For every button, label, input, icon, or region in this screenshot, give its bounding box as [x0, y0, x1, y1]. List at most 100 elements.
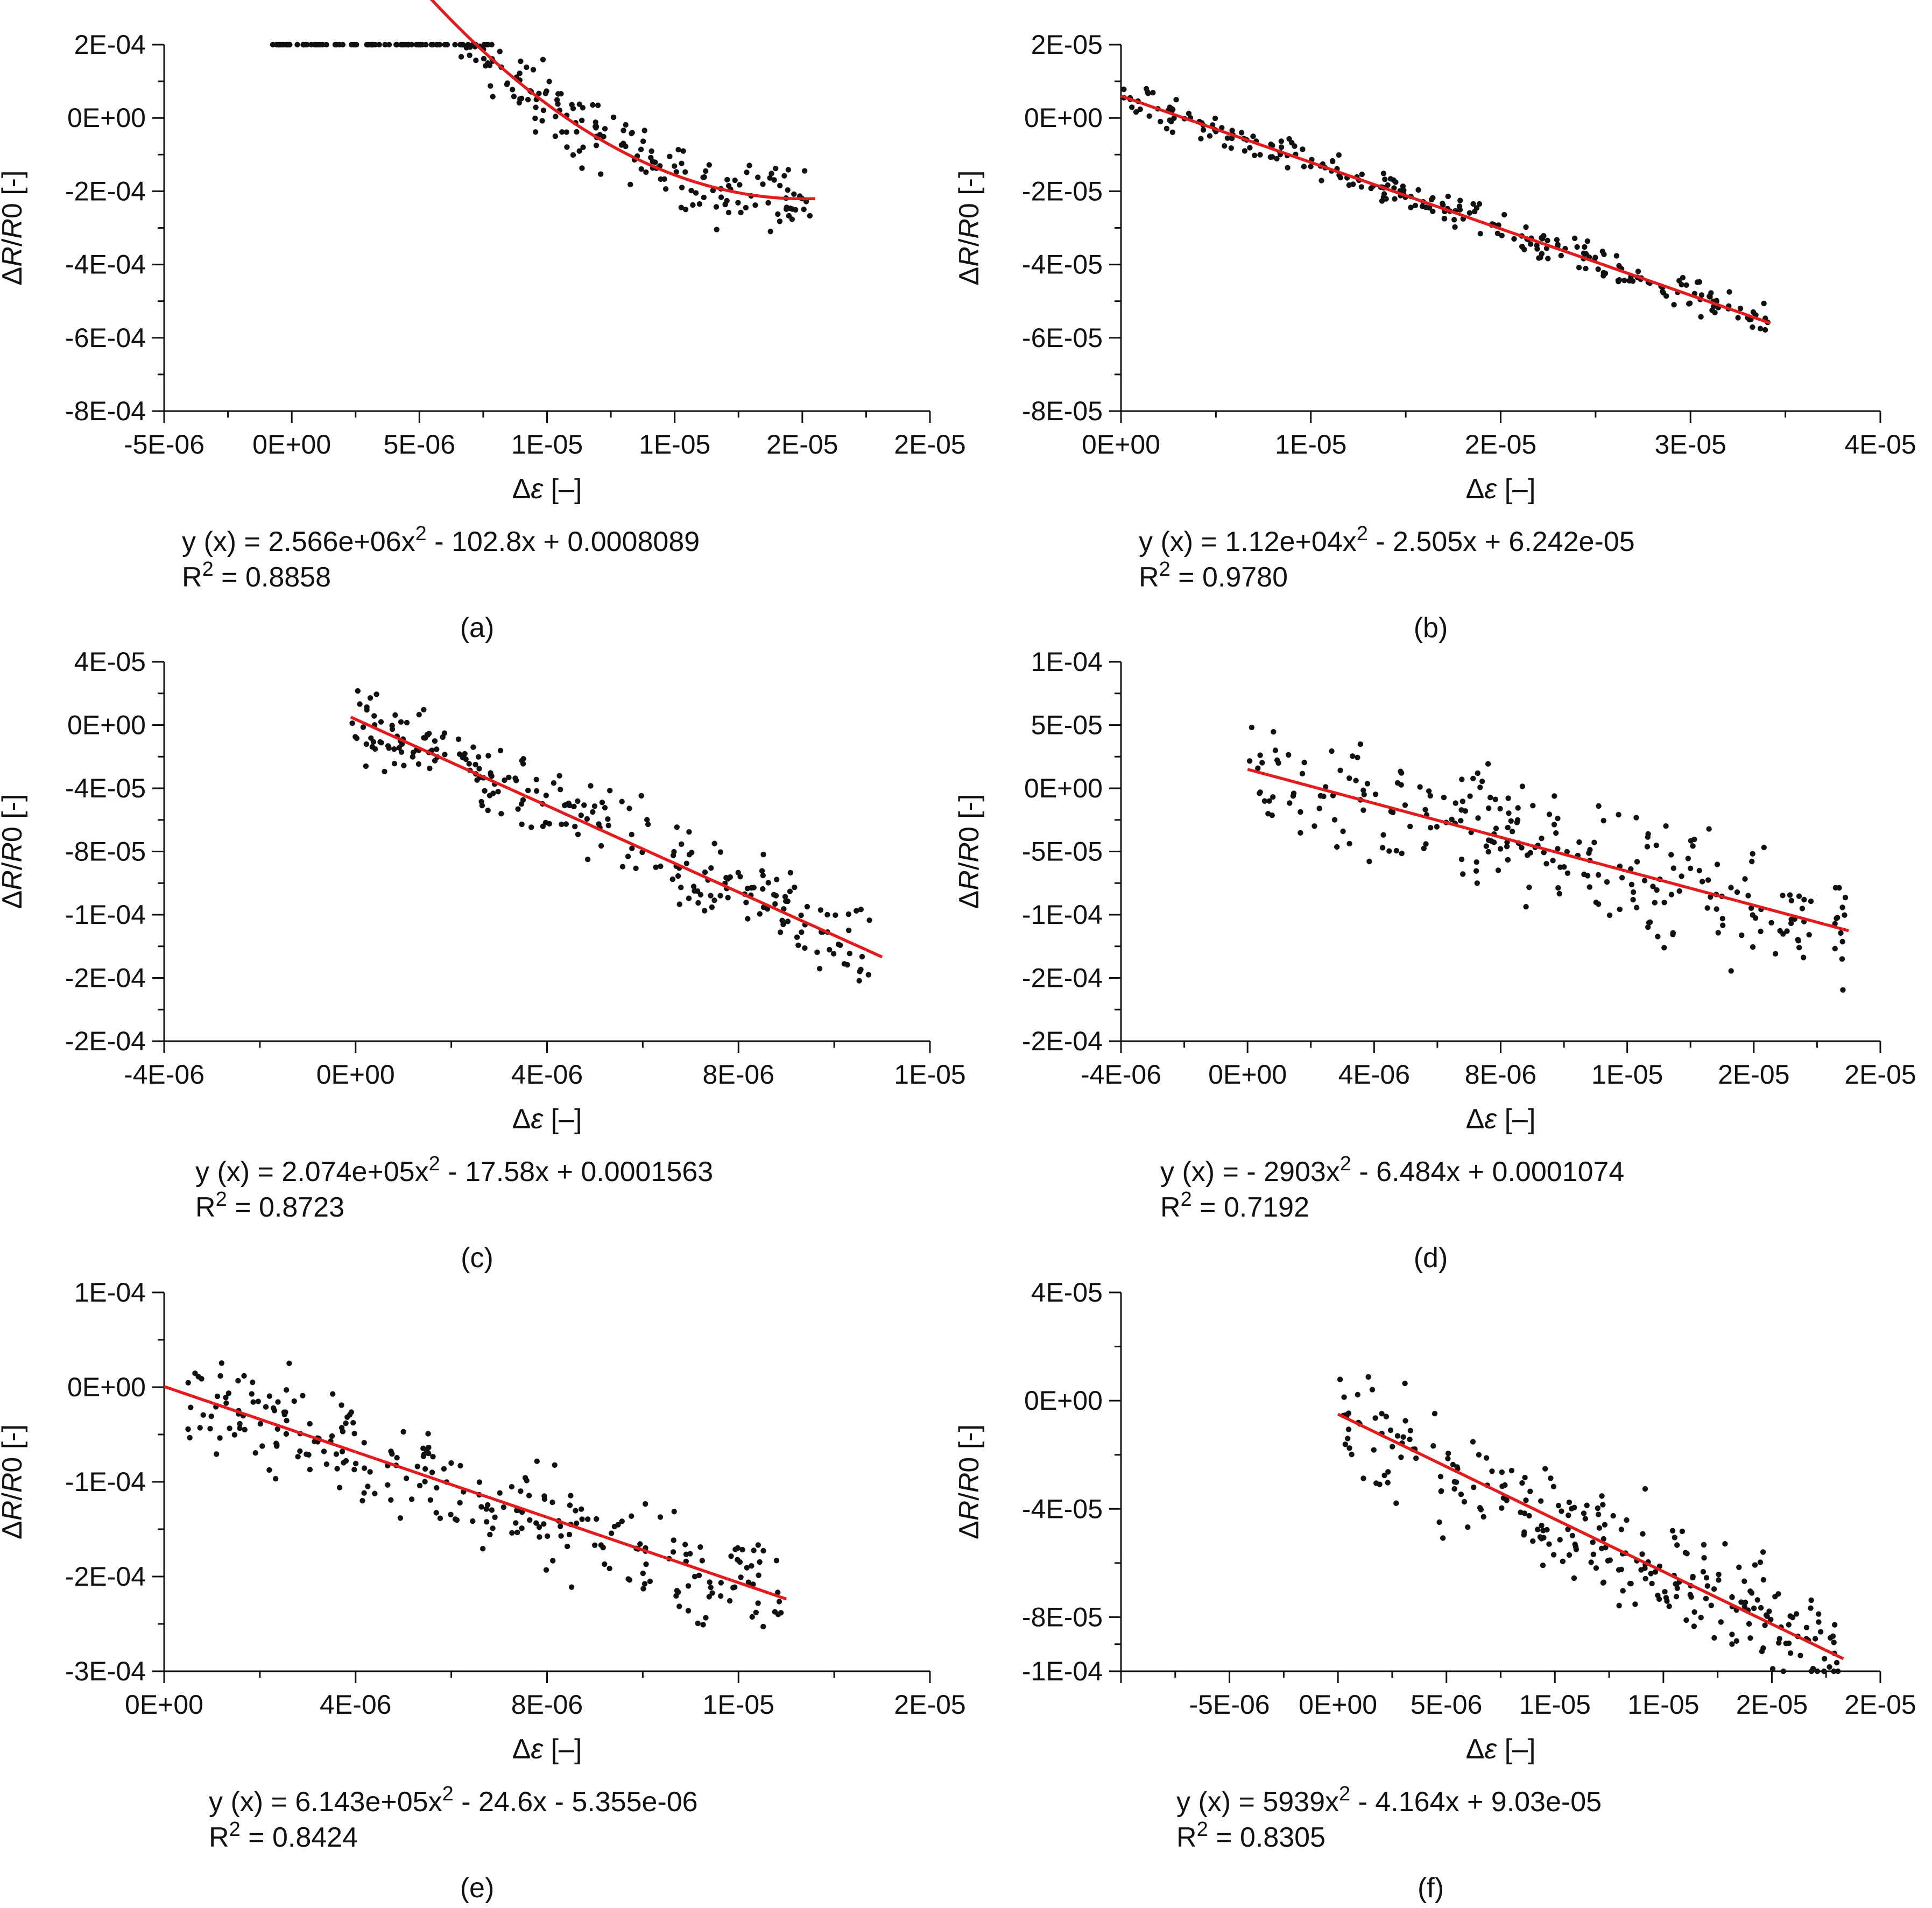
scatter-point: [1337, 1376, 1343, 1382]
scatter-point: [1808, 898, 1814, 904]
scatter-point: [518, 801, 525, 807]
scatter-point: [679, 160, 685, 166]
scatter-point: [702, 869, 708, 875]
scatter-point: [1687, 865, 1694, 872]
scatter-point: [1167, 117, 1173, 123]
scatter-point: [678, 885, 684, 891]
scatter-point: [1788, 898, 1794, 904]
scatter-point: [1630, 889, 1637, 895]
scatter-point: [621, 128, 626, 133]
scatter-point: [1499, 1469, 1505, 1475]
scatter-point: [1426, 788, 1432, 794]
scatter-point: [367, 695, 373, 701]
y-axis-title: ΔR/R0 [-]: [954, 794, 985, 909]
scatter-point: [498, 811, 504, 817]
scatter-point: [1400, 1434, 1406, 1440]
y-axis-title: ΔR/R0 [-]: [0, 794, 28, 909]
scatter-point: [1670, 931, 1676, 938]
y-tick-label: 1E-04: [1031, 647, 1103, 677]
scatter-point: [1596, 901, 1602, 907]
x-tick-label: -5E-06: [124, 429, 205, 460]
scatter-point: [1451, 1479, 1457, 1485]
scatter-point: [1486, 805, 1492, 811]
scatter-point: [1523, 224, 1529, 230]
scatter-point: [1523, 904, 1529, 910]
scatter-point: [1641, 878, 1648, 884]
scatter-point: [259, 1443, 265, 1449]
scatter-point: [1786, 1640, 1792, 1646]
y-axis-title: ΔR/R0 [-]: [0, 171, 28, 286]
scatter-point: [672, 163, 678, 169]
scatter-point: [1795, 937, 1801, 943]
scatter-point: [481, 55, 487, 62]
x-axis-title: Δε [–]: [1466, 474, 1536, 505]
scatter-point: [1716, 1577, 1722, 1583]
x-tick-label: 2E-05: [1844, 1059, 1916, 1090]
scatter-point: [1366, 858, 1372, 865]
scatter-point: [504, 80, 511, 86]
scatter-point: [777, 929, 784, 935]
scatter-point: [776, 1599, 782, 1605]
scatter-point: [1644, 844, 1651, 850]
x-tick-label: 2E-05: [1718, 1059, 1789, 1090]
scatter-point: [1346, 1445, 1352, 1451]
scatter-point: [674, 824, 680, 830]
scatter-point: [738, 1574, 744, 1580]
y-tick-label: -8E-05: [65, 837, 146, 867]
scatter-point: [1499, 232, 1505, 238]
scatter-point: [1545, 237, 1550, 244]
scatter-point: [798, 912, 804, 918]
scatter-point: [638, 793, 644, 799]
scatter-point: [422, 1479, 428, 1485]
scatter-point: [307, 1467, 313, 1473]
r-squared: R2 = 0.7192: [1160, 1188, 1309, 1223]
scatter-point: [1300, 146, 1306, 152]
scatter-point: [197, 1425, 203, 1431]
scatter-point: [1769, 1666, 1776, 1672]
scatter-point: [564, 1543, 570, 1550]
scatter-point: [1318, 178, 1324, 183]
scatter-point: [558, 1533, 564, 1539]
fit-equation: y (x) = 6.143e+05x2 - 24.6x - 5.355e-06: [209, 1783, 698, 1818]
scatter-point: [540, 823, 546, 829]
scatter-point: [1450, 1461, 1456, 1468]
scatter-point: [706, 162, 713, 168]
scatter-point: [1198, 136, 1204, 142]
x-axis-title: Δε [–]: [1466, 1734, 1536, 1765]
scatter-point: [1487, 795, 1493, 801]
scatter-point: [392, 712, 398, 718]
scatter-point: [1728, 885, 1734, 891]
scatter-point: [223, 1395, 229, 1401]
scatter-point: [1379, 845, 1386, 851]
scatter-point: [1565, 1527, 1571, 1532]
scatter-point: [214, 1393, 221, 1400]
scatter-point: [1576, 265, 1582, 271]
scatter-point: [553, 114, 559, 119]
scatter-point: [1610, 1513, 1616, 1519]
scatter-point: [1628, 881, 1635, 888]
scatter-point: [284, 1387, 290, 1393]
scatter-point: [1143, 86, 1150, 92]
scatter-point: [517, 96, 523, 102]
scatter-point: [489, 1507, 495, 1513]
scatter-point: [1633, 904, 1640, 910]
scatter-point: [1741, 1578, 1747, 1584]
scatter-point: [275, 1399, 281, 1405]
scatter-point: [1250, 133, 1256, 139]
scatter-point: [773, 165, 779, 172]
scatter-point: [1257, 752, 1263, 758]
scatter-point: [532, 129, 539, 135]
scatter-point: [1739, 932, 1745, 938]
scatter-point: [1832, 921, 1838, 927]
scatter-point: [543, 1567, 549, 1573]
scatter-point: [1602, 1522, 1608, 1528]
scatter-point: [1340, 828, 1346, 835]
scatter-point: [593, 123, 598, 130]
scatter-point: [426, 1451, 432, 1457]
scatter-point: [192, 1370, 198, 1376]
scatter-point: [1286, 752, 1292, 758]
scatter-point: [457, 1462, 463, 1469]
scatter-point: [492, 1514, 498, 1520]
scatter-point: [1581, 871, 1587, 878]
scatter-point: [482, 788, 488, 794]
